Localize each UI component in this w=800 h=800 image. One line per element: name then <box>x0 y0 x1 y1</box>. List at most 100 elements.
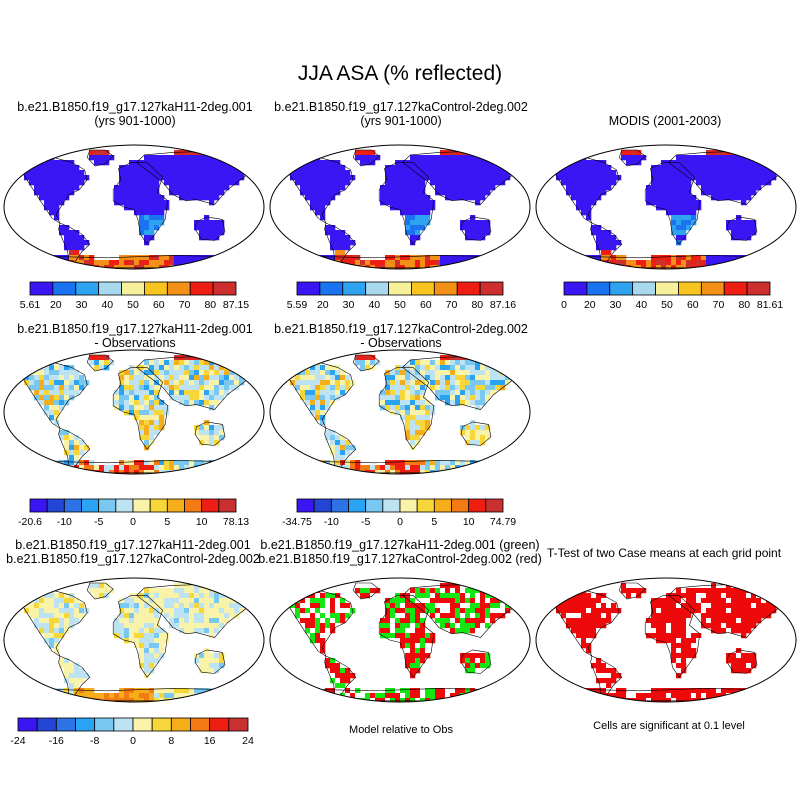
map-cell <box>495 460 501 466</box>
map-cell <box>766 588 772 594</box>
map-cell <box>651 185 657 191</box>
map-cell <box>239 165 245 171</box>
map-cell <box>114 260 120 266</box>
colorbar-box <box>98 281 122 296</box>
map-cell <box>430 688 436 694</box>
map-cell <box>736 175 742 181</box>
map-cell <box>470 698 476 702</box>
map-cell <box>129 260 135 266</box>
map-cell <box>556 175 562 181</box>
map-cell <box>345 450 351 456</box>
map-cell <box>79 608 85 614</box>
map-cell <box>74 673 80 679</box>
map-cell <box>139 390 145 396</box>
colorbar-box <box>63 498 82 513</box>
map-cell <box>214 370 220 376</box>
map-cell <box>330 698 336 702</box>
map-border <box>3 349 265 475</box>
map-cell <box>681 175 687 181</box>
map-cell <box>586 190 592 196</box>
map-cell <box>470 613 476 619</box>
map-cell <box>139 170 145 176</box>
map-cell <box>420 460 426 466</box>
map-cell <box>400 628 406 634</box>
map-cell <box>711 693 717 699</box>
map-cell <box>84 470 90 474</box>
map-cell <box>445 385 451 391</box>
map-cell <box>144 230 150 236</box>
map-cell <box>129 255 135 261</box>
map-cell <box>701 180 707 186</box>
map-cell <box>44 255 50 261</box>
map-cell <box>104 360 110 366</box>
map-cell <box>330 608 336 614</box>
map-cell <box>400 255 406 261</box>
map-cell <box>325 435 331 441</box>
map-cell <box>204 375 210 381</box>
map-cell <box>681 210 687 216</box>
map-cell <box>676 693 682 699</box>
map-cell <box>395 410 401 416</box>
map-cell <box>711 155 717 161</box>
map-cell <box>285 593 291 599</box>
map-cell <box>626 593 632 599</box>
map-cell <box>44 633 50 639</box>
map-cell <box>74 245 80 251</box>
map-cell <box>169 180 175 186</box>
map-cell <box>430 603 436 609</box>
map-cell <box>335 440 341 446</box>
map-cell <box>64 190 70 196</box>
map-cell <box>64 225 70 231</box>
map-cell <box>144 688 150 694</box>
map-cell <box>194 155 200 161</box>
map-cell <box>651 633 657 639</box>
map-cell <box>380 618 386 624</box>
map-cell <box>390 688 396 694</box>
map-cell <box>460 400 466 406</box>
map-cell <box>94 150 100 156</box>
map-cell <box>179 165 185 171</box>
map-cell <box>320 415 326 421</box>
map-cell <box>310 688 316 694</box>
map-cell <box>149 390 155 396</box>
map-cell <box>34 155 40 161</box>
map-cell <box>44 360 50 366</box>
map-cell <box>561 160 567 166</box>
map-cell <box>485 230 491 236</box>
map-cell <box>169 460 175 466</box>
map-p5 <box>269 349 531 475</box>
map-cell <box>194 360 200 366</box>
map-cell <box>726 195 732 201</box>
map-cell <box>345 180 351 186</box>
map-cell <box>224 260 230 266</box>
map-cell <box>470 155 476 161</box>
map-cell <box>214 693 220 699</box>
map-cell <box>320 260 326 266</box>
map-cell <box>400 385 406 391</box>
map-cell <box>144 633 150 639</box>
map-cell <box>460 430 466 436</box>
map-cell <box>505 370 511 376</box>
map-cell <box>199 235 205 241</box>
map-cell <box>64 365 70 371</box>
map-border <box>269 577 531 703</box>
map-cell <box>425 255 431 261</box>
map-cell <box>475 603 481 609</box>
map-cell <box>199 370 205 376</box>
map-cell <box>420 215 426 221</box>
map-cell <box>686 170 692 176</box>
map-cell <box>636 588 642 594</box>
map-cell <box>470 430 476 436</box>
map-cell <box>39 260 45 266</box>
map-cell <box>64 663 70 669</box>
map-cell <box>39 175 45 181</box>
map-cell <box>350 260 356 266</box>
map-cell <box>29 375 35 381</box>
map-cell <box>746 603 752 609</box>
map-cell <box>154 400 160 406</box>
map-cell <box>204 653 210 659</box>
map-cell <box>164 613 170 619</box>
map-cell <box>566 623 572 629</box>
map-cell <box>450 628 456 634</box>
coastline <box>544 153 620 224</box>
